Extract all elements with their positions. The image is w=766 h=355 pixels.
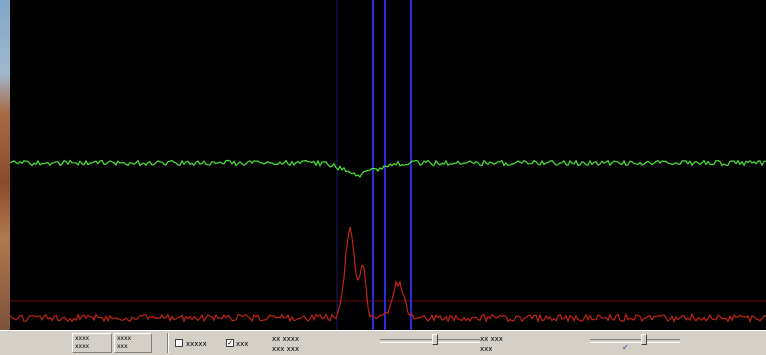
spectrum-plot[interactable] xyxy=(10,0,766,330)
toolbar-button-1-sublabel: xxxx xyxy=(75,343,90,350)
toolbar-button-1-label: xxxx xyxy=(75,335,90,342)
toolbar-button-2-sublabel: xxx xyxy=(117,343,128,350)
toolbar-separator xyxy=(167,333,169,353)
toolbar-button-2[interactable]: xxxx xxx xyxy=(114,333,152,353)
checkbox-2-label: xxx xyxy=(236,340,249,348)
desktop-background-strip xyxy=(0,0,10,332)
readout-sub-value: xxx xxx xyxy=(272,345,300,353)
control-toolbar: xxxx xxxx xxxx xxx xxxxx ✓ xxx xx xxxx x… xyxy=(0,330,766,355)
readout-value: xx xxxx xyxy=(272,335,300,343)
slider-2-thumb[interactable] xyxy=(641,334,647,345)
toolbar-button-2-label: xxxx xyxy=(117,335,132,342)
check-mark-icon[interactable]: ✓ xyxy=(622,343,629,352)
upper-trace xyxy=(10,159,766,178)
slider-1-track[interactable] xyxy=(380,339,480,343)
checkbox-1[interactable] xyxy=(175,339,183,347)
slider-1-thumb[interactable] xyxy=(432,334,438,345)
slider-2-track[interactable] xyxy=(590,339,680,343)
toolbar-button-1[interactable]: xxxx xxxx xyxy=(72,333,112,353)
checkbox-2[interactable]: ✓ xyxy=(226,339,234,347)
slider-value-subtext: xxx xyxy=(480,345,493,353)
checkbox-1-label: xxxxx xyxy=(186,340,207,348)
lower-trace xyxy=(10,226,766,324)
slider-value-text: xx xxx xyxy=(480,335,503,343)
